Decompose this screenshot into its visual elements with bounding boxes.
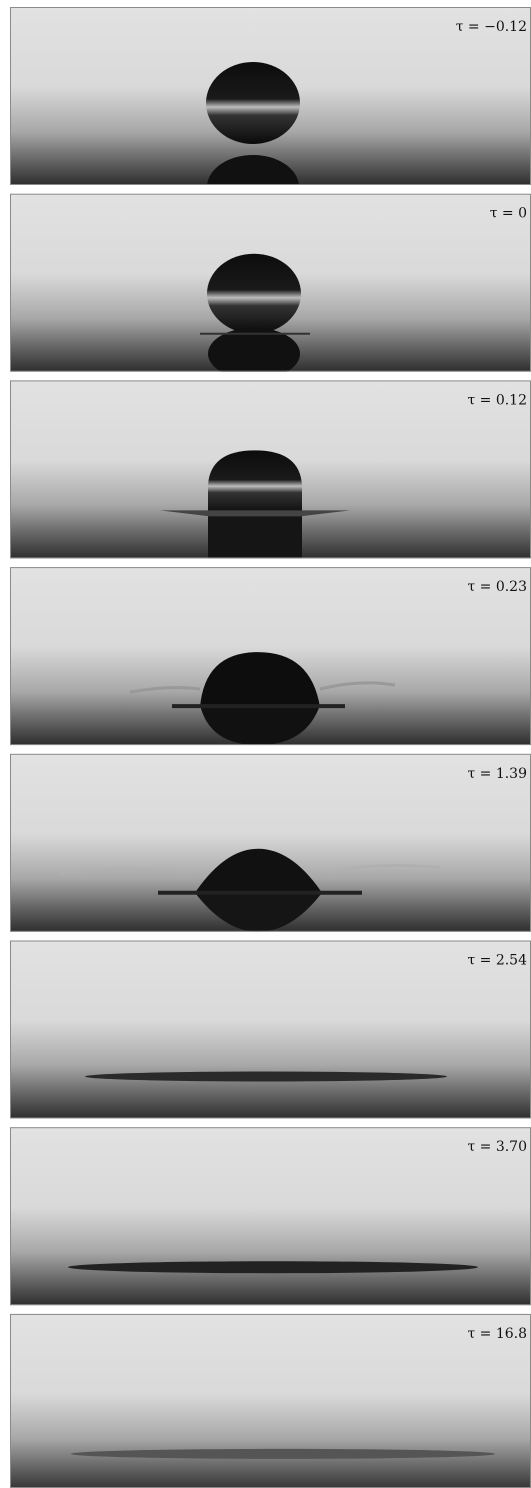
droplet <box>207 254 301 334</box>
photo <box>10 941 531 1119</box>
time-label: τ = 0.23 <box>467 579 527 595</box>
photo <box>10 380 531 558</box>
droplet <box>85 1072 447 1082</box>
photo-background <box>10 1314 531 1488</box>
photo <box>10 1127 531 1305</box>
photo-panel: τ = 0.12 <box>10 380 531 558</box>
time-label: τ = 0.12 <box>467 392 527 408</box>
photo <box>10 754 531 932</box>
photo <box>10 1314 531 1488</box>
photo-panel: τ = 0 <box>10 194 531 380</box>
photo-background <box>10 1127 531 1305</box>
page: τ = −0.12 τ = 0 τ = 0.12 τ = 0.23 τ = 1.39 τ … <box>0 0 531 1488</box>
photo-panel: τ = 1.39 <box>10 754 531 932</box>
time-label: τ = 16.8 <box>467 1326 527 1342</box>
time-label: τ = 1.39 <box>467 766 527 782</box>
droplet <box>208 450 302 515</box>
droplet <box>208 513 302 558</box>
time-label: τ = 2.54 <box>467 953 527 969</box>
time-label: τ = 0 <box>490 206 527 222</box>
figure: τ = −0.12 τ = 0 τ = 0.12 τ = 0.23 τ = 1.39 τ … <box>0 0 531 1488</box>
photo <box>10 567 531 745</box>
photo <box>10 7 531 219</box>
photo <box>10 194 531 380</box>
photo-panel: τ = 0.23 <box>10 567 531 745</box>
photo-background <box>10 941 531 1119</box>
time-label: τ = −0.12 <box>456 19 527 35</box>
droplet <box>71 1449 495 1459</box>
droplet <box>208 328 300 380</box>
droplet <box>206 62 300 144</box>
photo-panel: τ = −0.12 <box>10 7 531 219</box>
photo-panel: τ = 3.70 <box>10 1127 531 1305</box>
time-label: τ = 3.70 <box>467 1139 527 1155</box>
photo-panel: τ = 2.54 <box>10 941 531 1119</box>
droplet <box>68 1261 478 1273</box>
photo-panel: τ = 16.8 <box>10 1314 531 1488</box>
